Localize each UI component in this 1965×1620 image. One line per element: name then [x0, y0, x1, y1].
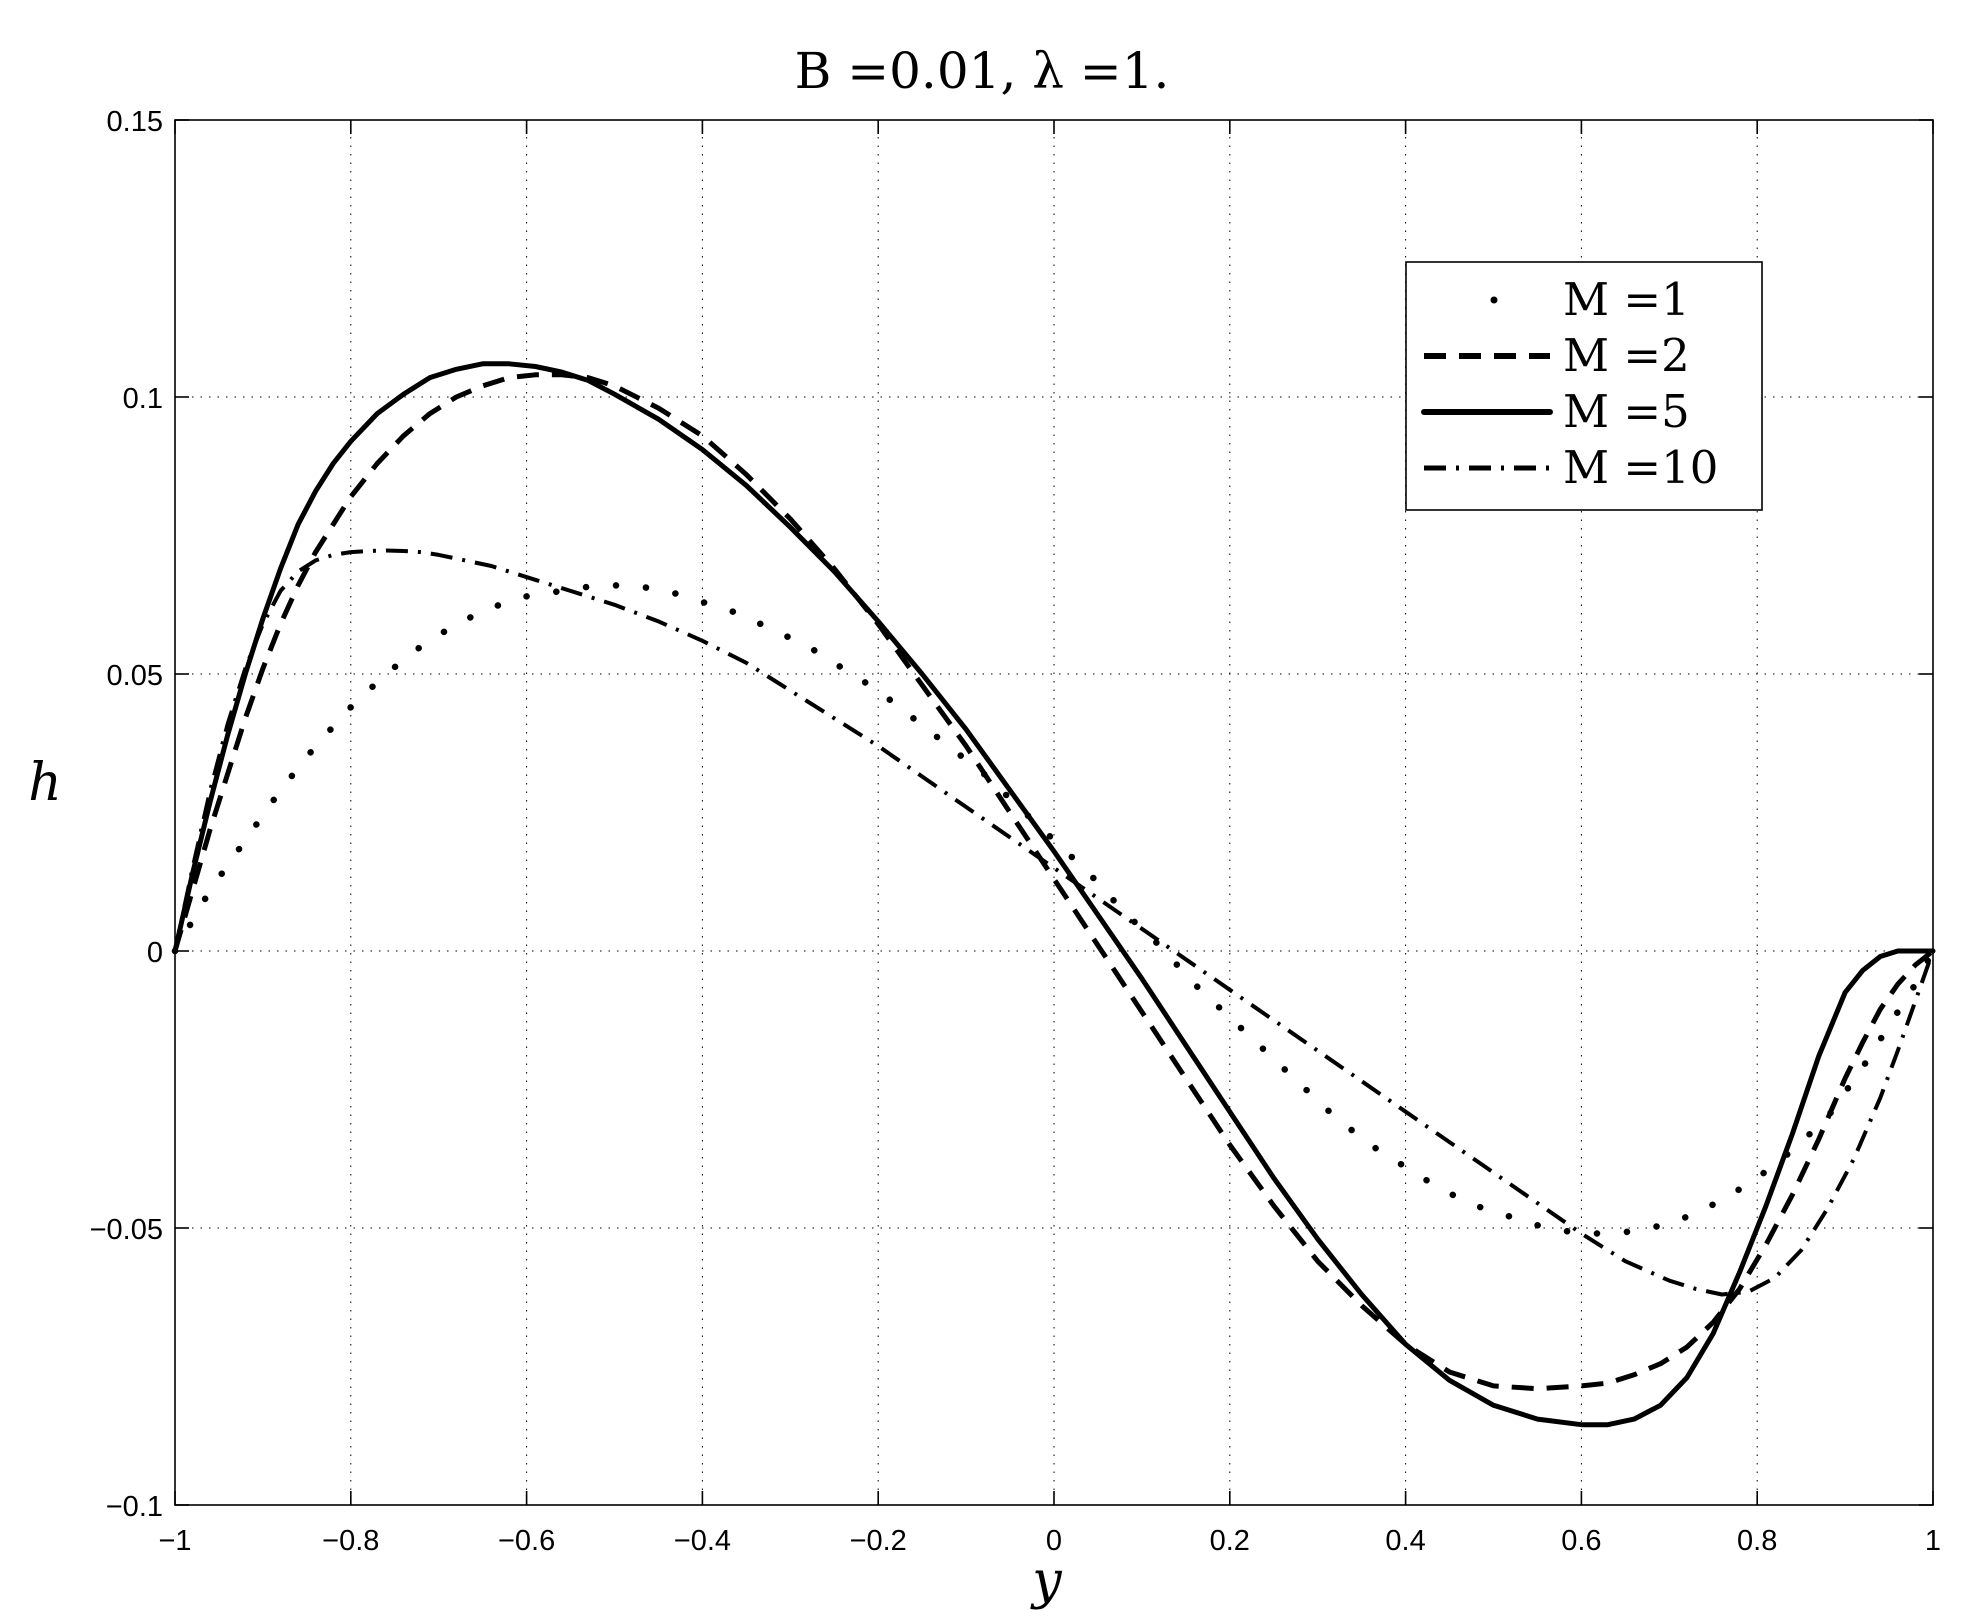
x-tick-label: −0.6	[498, 1525, 555, 1557]
legend-swatch	[1490, 296, 1498, 304]
x-tick-label: 1	[1925, 1525, 1941, 1557]
ticks	[174, 119, 1934, 1506]
x-tick-label: 0.4	[1385, 1525, 1425, 1557]
legend-box	[1405, 261, 1763, 511]
series-line-2	[172, 372, 1935, 1392]
y-tick-label: 0.15	[107, 106, 163, 138]
legend-item: M =1	[1490, 273, 1690, 326]
legend-items: M =1M =2M =5M =10	[1421, 273, 1718, 494]
series-line-3	[172, 361, 1936, 1428]
series-line-1	[171, 582, 1937, 1237]
legend-label: M =1	[1563, 273, 1690, 326]
x-tick-label: −1	[158, 1525, 191, 1557]
x-axis-label: y	[1030, 1551, 1062, 1611]
x-tick-label: −0.8	[322, 1525, 379, 1557]
x-tick-label: 0.6	[1561, 1525, 1601, 1557]
y-axis-label: h	[28, 753, 62, 813]
legend: M =1M =2M =5M =10	[1405, 261, 1763, 511]
y-tick-label: −0.1	[106, 1491, 163, 1523]
y-tick-label: 0.1	[123, 383, 163, 415]
legend-label: M =5	[1563, 385, 1690, 438]
tick-labels: −1 −0.8 −0.6 −0.4 −0.2 0 0.2 0.4 0.6 0.8 1 −0.1 −0.0…	[90, 106, 1941, 1557]
x-tick-label: 0.8	[1737, 1525, 1777, 1557]
y-tick-label: 0	[147, 937, 163, 969]
y-tick-label: 0.05	[107, 660, 163, 692]
legend-item: M =10	[1424, 441, 1718, 494]
legend-label: M =10	[1563, 441, 1718, 494]
chart-title: B =0.01, λ =1.	[795, 42, 1170, 100]
legend-item: M =5	[1421, 385, 1690, 438]
x-tick-label: 0	[1046, 1525, 1062, 1557]
legend-label: M =2	[1563, 329, 1690, 382]
x-tick-label: −0.2	[850, 1525, 907, 1557]
legend-item: M =2	[1424, 329, 1690, 382]
series-layer	[171, 361, 1937, 1428]
y-tick-label: −0.05	[90, 1214, 163, 1246]
x-tick-label: 0.2	[1210, 1525, 1250, 1557]
series-line-4	[173, 548, 1935, 1297]
x-tick-label: −0.4	[674, 1525, 731, 1557]
